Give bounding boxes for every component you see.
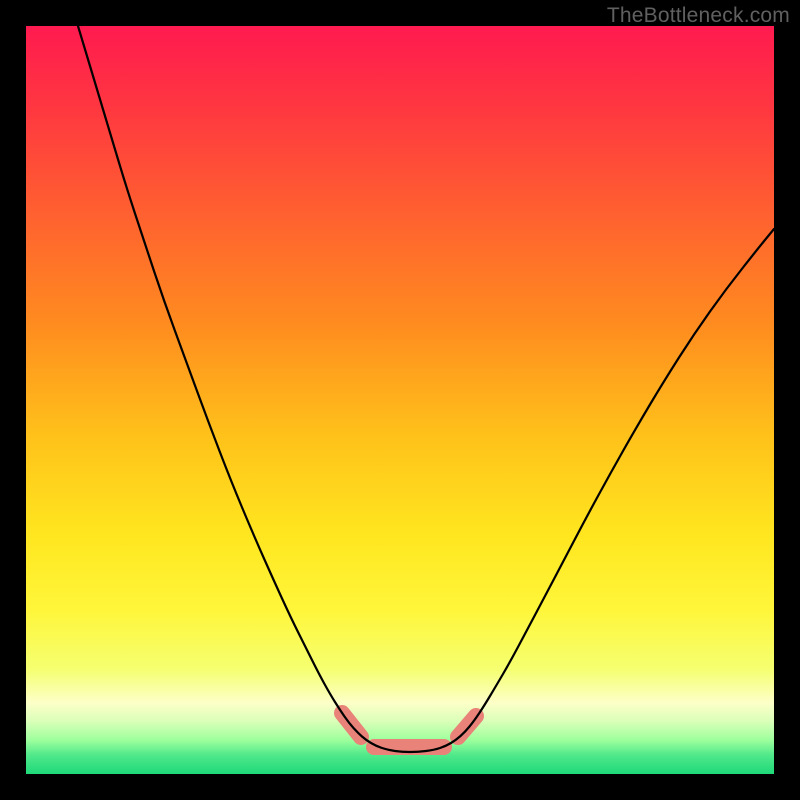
bottleneck-chart [26,26,774,774]
gradient-background [26,26,774,774]
watermark-text: TheBottleneck.com [607,4,790,28]
chart-frame: TheBottleneck.com [0,0,800,800]
